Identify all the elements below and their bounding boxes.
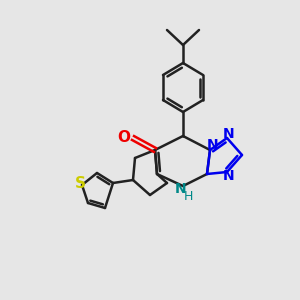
Text: N: N xyxy=(223,169,235,183)
Text: S: S xyxy=(74,176,86,191)
Text: N: N xyxy=(223,127,235,141)
Text: N: N xyxy=(207,138,219,152)
Text: O: O xyxy=(118,130,130,145)
Text: N: N xyxy=(175,182,187,196)
Text: H: H xyxy=(183,190,193,203)
